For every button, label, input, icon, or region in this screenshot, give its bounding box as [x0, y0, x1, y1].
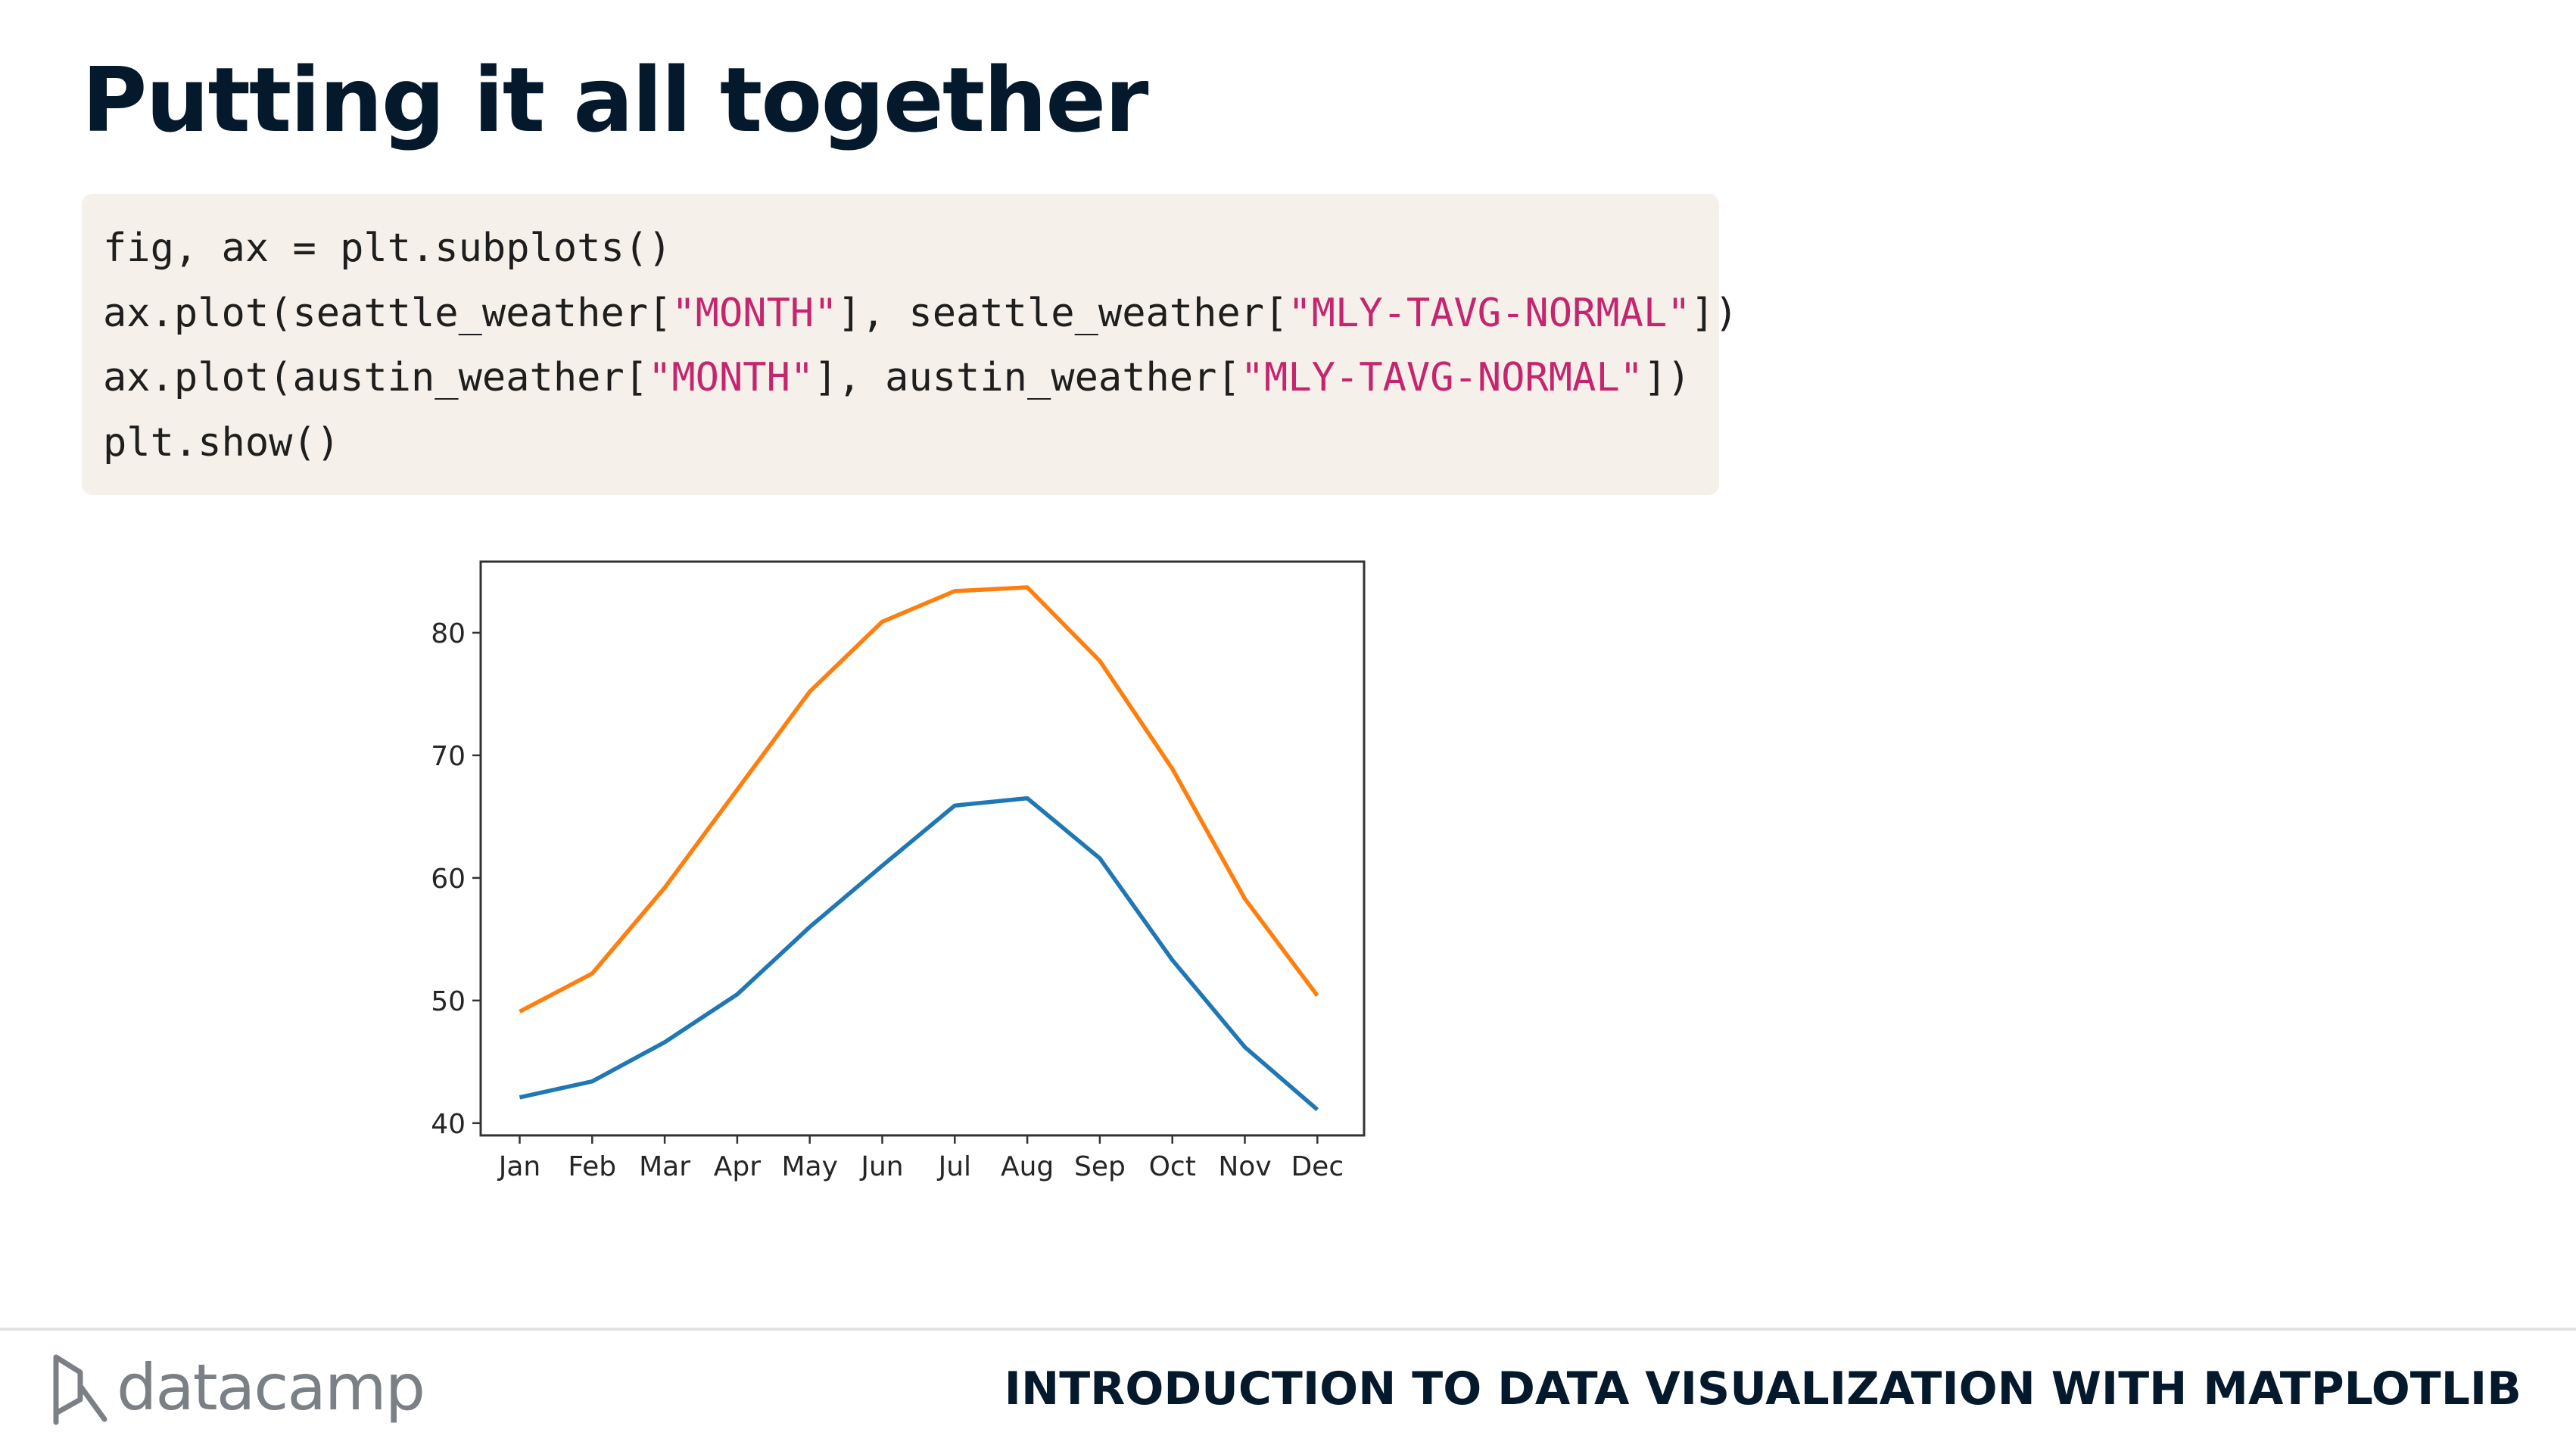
x-tick-label: Aug: [1001, 1151, 1054, 1182]
y-tick-label: 40: [431, 1109, 466, 1140]
slide-title: Putting it all together: [82, 48, 1148, 152]
x-tick-label: Mar: [639, 1151, 690, 1182]
course-title: INTRODUCTION TO DATA VISUALIZATION WITH …: [1004, 1362, 2521, 1415]
code-line: ax.plot(seattle_weather["MONTH"], seattl…: [103, 282, 1738, 347]
code-string-token: "MLY-TAVG-NORMAL": [1288, 290, 1691, 336]
code-line: fig, ax = plt.subplots(): [103, 216, 1719, 282]
code-token: ax.plot(seattle_weather[: [103, 290, 672, 336]
series-line-1: [519, 796, 1319, 1112]
datacamp-logo: datacamp: [50, 1346, 425, 1429]
series-line-2: [519, 585, 1319, 1014]
code-token: fig, ax = plt.subplots(): [103, 226, 672, 271]
code-token: ax.plot(austin_weather[: [103, 355, 649, 400]
datacamp-logo-icon: [53, 1354, 107, 1425]
code-line: ax.plot(austin_weather["MONTH"], austin_…: [103, 346, 1719, 411]
code-token: ], seattle_weather[: [837, 290, 1288, 336]
x-tick-label: Jan: [497, 1151, 541, 1182]
x-tick-label: Nov: [1218, 1151, 1271, 1182]
code-token: ]): [1643, 355, 1691, 400]
code-token: plt.show(): [103, 419, 341, 466]
x-tick-label: Apr: [714, 1151, 761, 1182]
code-block: fig, ax = plt.subplots() ax.plot(seattle_…: [82, 194, 1738, 495]
code-token: ], austin_weather[: [814, 355, 1241, 400]
x-tick-label: Sep: [1074, 1151, 1126, 1182]
x-tick-label: Dec: [1291, 1151, 1344, 1182]
footer-divider: [0, 1328, 2576, 1331]
x-tick-label: Oct: [1149, 1151, 1196, 1182]
code-string-token: "MONTH": [671, 290, 838, 336]
plot-area: [479, 560, 1366, 1137]
x-tick-label: Jul: [937, 1151, 971, 1182]
code-string-token: "MONTH": [648, 355, 815, 400]
y-tick-label: 70: [431, 741, 466, 772]
y-tick-label: 80: [431, 618, 466, 649]
code-line: plt.show(): [103, 411, 1719, 476]
code-token: ]): [1690, 290, 1739, 336]
x-tick-label: Feb: [568, 1151, 616, 1182]
code-string-token: "MLY-TAVG-NORMAL": [1240, 355, 1643, 400]
x-tick-label: Jun: [859, 1151, 903, 1182]
brand-name: datacamp: [117, 1350, 425, 1425]
y-tick-label: 60: [431, 864, 466, 895]
y-tick-label: 50: [431, 986, 466, 1017]
x-tick-label: May: [781, 1151, 837, 1182]
